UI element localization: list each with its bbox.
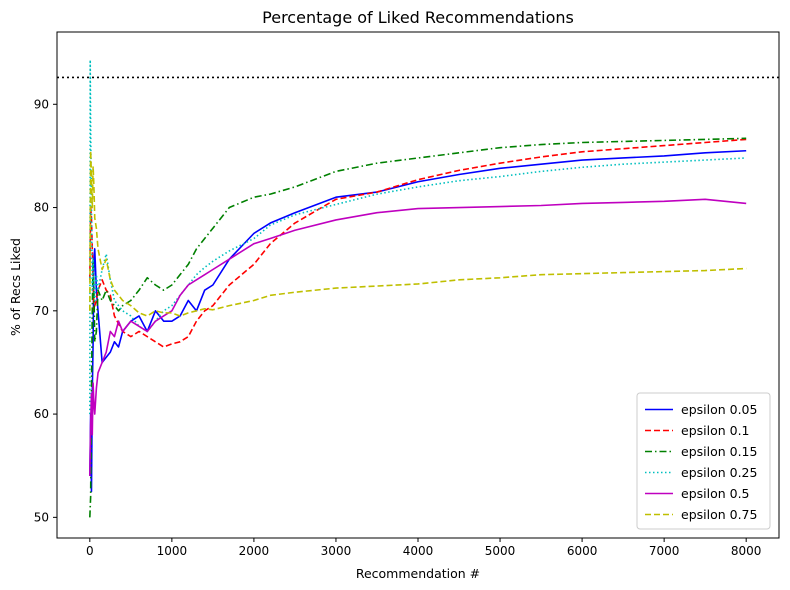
legend-box (636, 392, 771, 530)
chart-title: Percentage of Liked Recommendations (262, 8, 574, 27)
x-tick-label: 5000 (485, 544, 516, 558)
y-tick-label: 60 (34, 407, 49, 421)
x-tick-label: 3000 (321, 544, 352, 558)
series-layer (89, 59, 747, 518)
series-line-5 (89, 149, 747, 317)
series-line-4 (89, 198, 747, 477)
x-tick-label: 4000 (403, 544, 434, 558)
y-tick-label: 70 (34, 304, 49, 318)
y-tick-label: 80 (34, 201, 49, 215)
series-line-1 (89, 138, 747, 348)
legend-label-3: epsilon 0.25 (681, 465, 757, 480)
y-tick-label: 50 (34, 510, 49, 524)
x-axis-label: Recommendation # (356, 566, 480, 581)
x-tick-label: 7000 (649, 544, 680, 558)
y-axis-label: % of Recs Liked (8, 238, 23, 336)
legend-label-5: epsilon 0.75 (681, 507, 757, 522)
x-tick-label: 0 (86, 544, 94, 558)
series-line-3 (89, 59, 747, 415)
x-tick-label: 1000 (157, 544, 188, 558)
y-tick-label: 90 (34, 97, 49, 111)
x-axis-ticks: 0 1000 2000 3000 4000 5000 6000 7000 8000 (86, 538, 761, 558)
legend-label-0: epsilon 0.05 (681, 402, 757, 417)
y-axis-ticks: 50 60 70 80 90 (34, 97, 57, 524)
series-line-2 (89, 137, 747, 518)
x-tick-label: 6000 (567, 544, 598, 558)
legend-label-1: epsilon 0.1 (681, 423, 750, 438)
legend-label-2: epsilon 0.15 (681, 444, 757, 459)
legend: epsilon 0.05 epsilon 0.1 epsilon 0.15 epsil… (636, 392, 771, 530)
x-tick-label: 8000 (731, 544, 762, 558)
legend-label-4: epsilon 0.5 (681, 486, 750, 501)
x-tick-label: 2000 (239, 544, 270, 558)
